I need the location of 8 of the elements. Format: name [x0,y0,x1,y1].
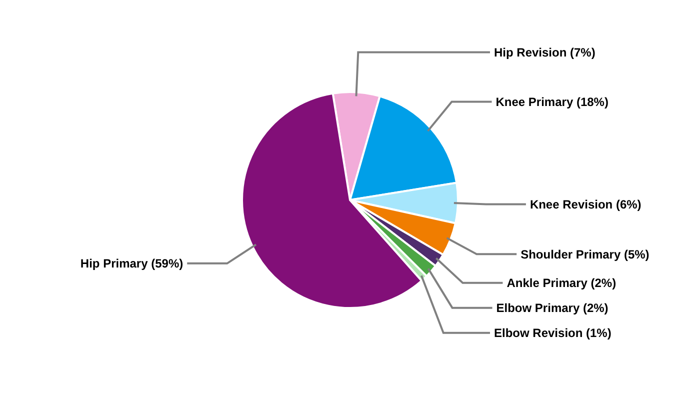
slice-label: Shoulder Primary (5%) [520,247,650,262]
slice-label: Ankle Primary (2%) [506,276,616,290]
slice-label: Elbow Primary (2%) [496,301,608,316]
slice-label: Hip Primary (59%) [80,256,184,271]
slice-label: Hip Revision (7%) [494,45,596,60]
slice-label: Knee Revision (6%) [530,197,642,212]
slice-label: Elbow Revision (1%) [494,326,612,340]
slice-label: Knee Primary (18%) [496,95,608,109]
